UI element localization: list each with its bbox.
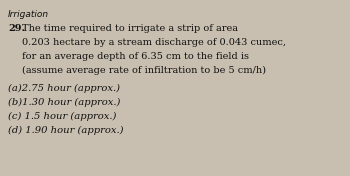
Text: Irrigation: Irrigation [8, 10, 49, 19]
Text: (a)2.75 hour (approx.): (a)2.75 hour (approx.) [8, 84, 120, 93]
Text: The time required to irrigate a strip of area: The time required to irrigate a strip of… [22, 24, 238, 33]
Text: (c) 1.5 hour (approx.): (c) 1.5 hour (approx.) [8, 112, 116, 121]
Text: (b)1.30 hour (approx.): (b)1.30 hour (approx.) [8, 98, 120, 107]
Text: for an average depth of 6.35 cm to the field is: for an average depth of 6.35 cm to the f… [22, 52, 249, 61]
Text: 0.203 hectare by a stream discharge of 0.043 cumec,: 0.203 hectare by a stream discharge of 0… [22, 38, 286, 47]
Text: (assume average rate of infiltration to be 5 cm/h): (assume average rate of infiltration to … [22, 66, 266, 75]
Text: (d) 1.90 hour (approx.): (d) 1.90 hour (approx.) [8, 126, 124, 135]
Text: 29.: 29. [8, 24, 25, 33]
